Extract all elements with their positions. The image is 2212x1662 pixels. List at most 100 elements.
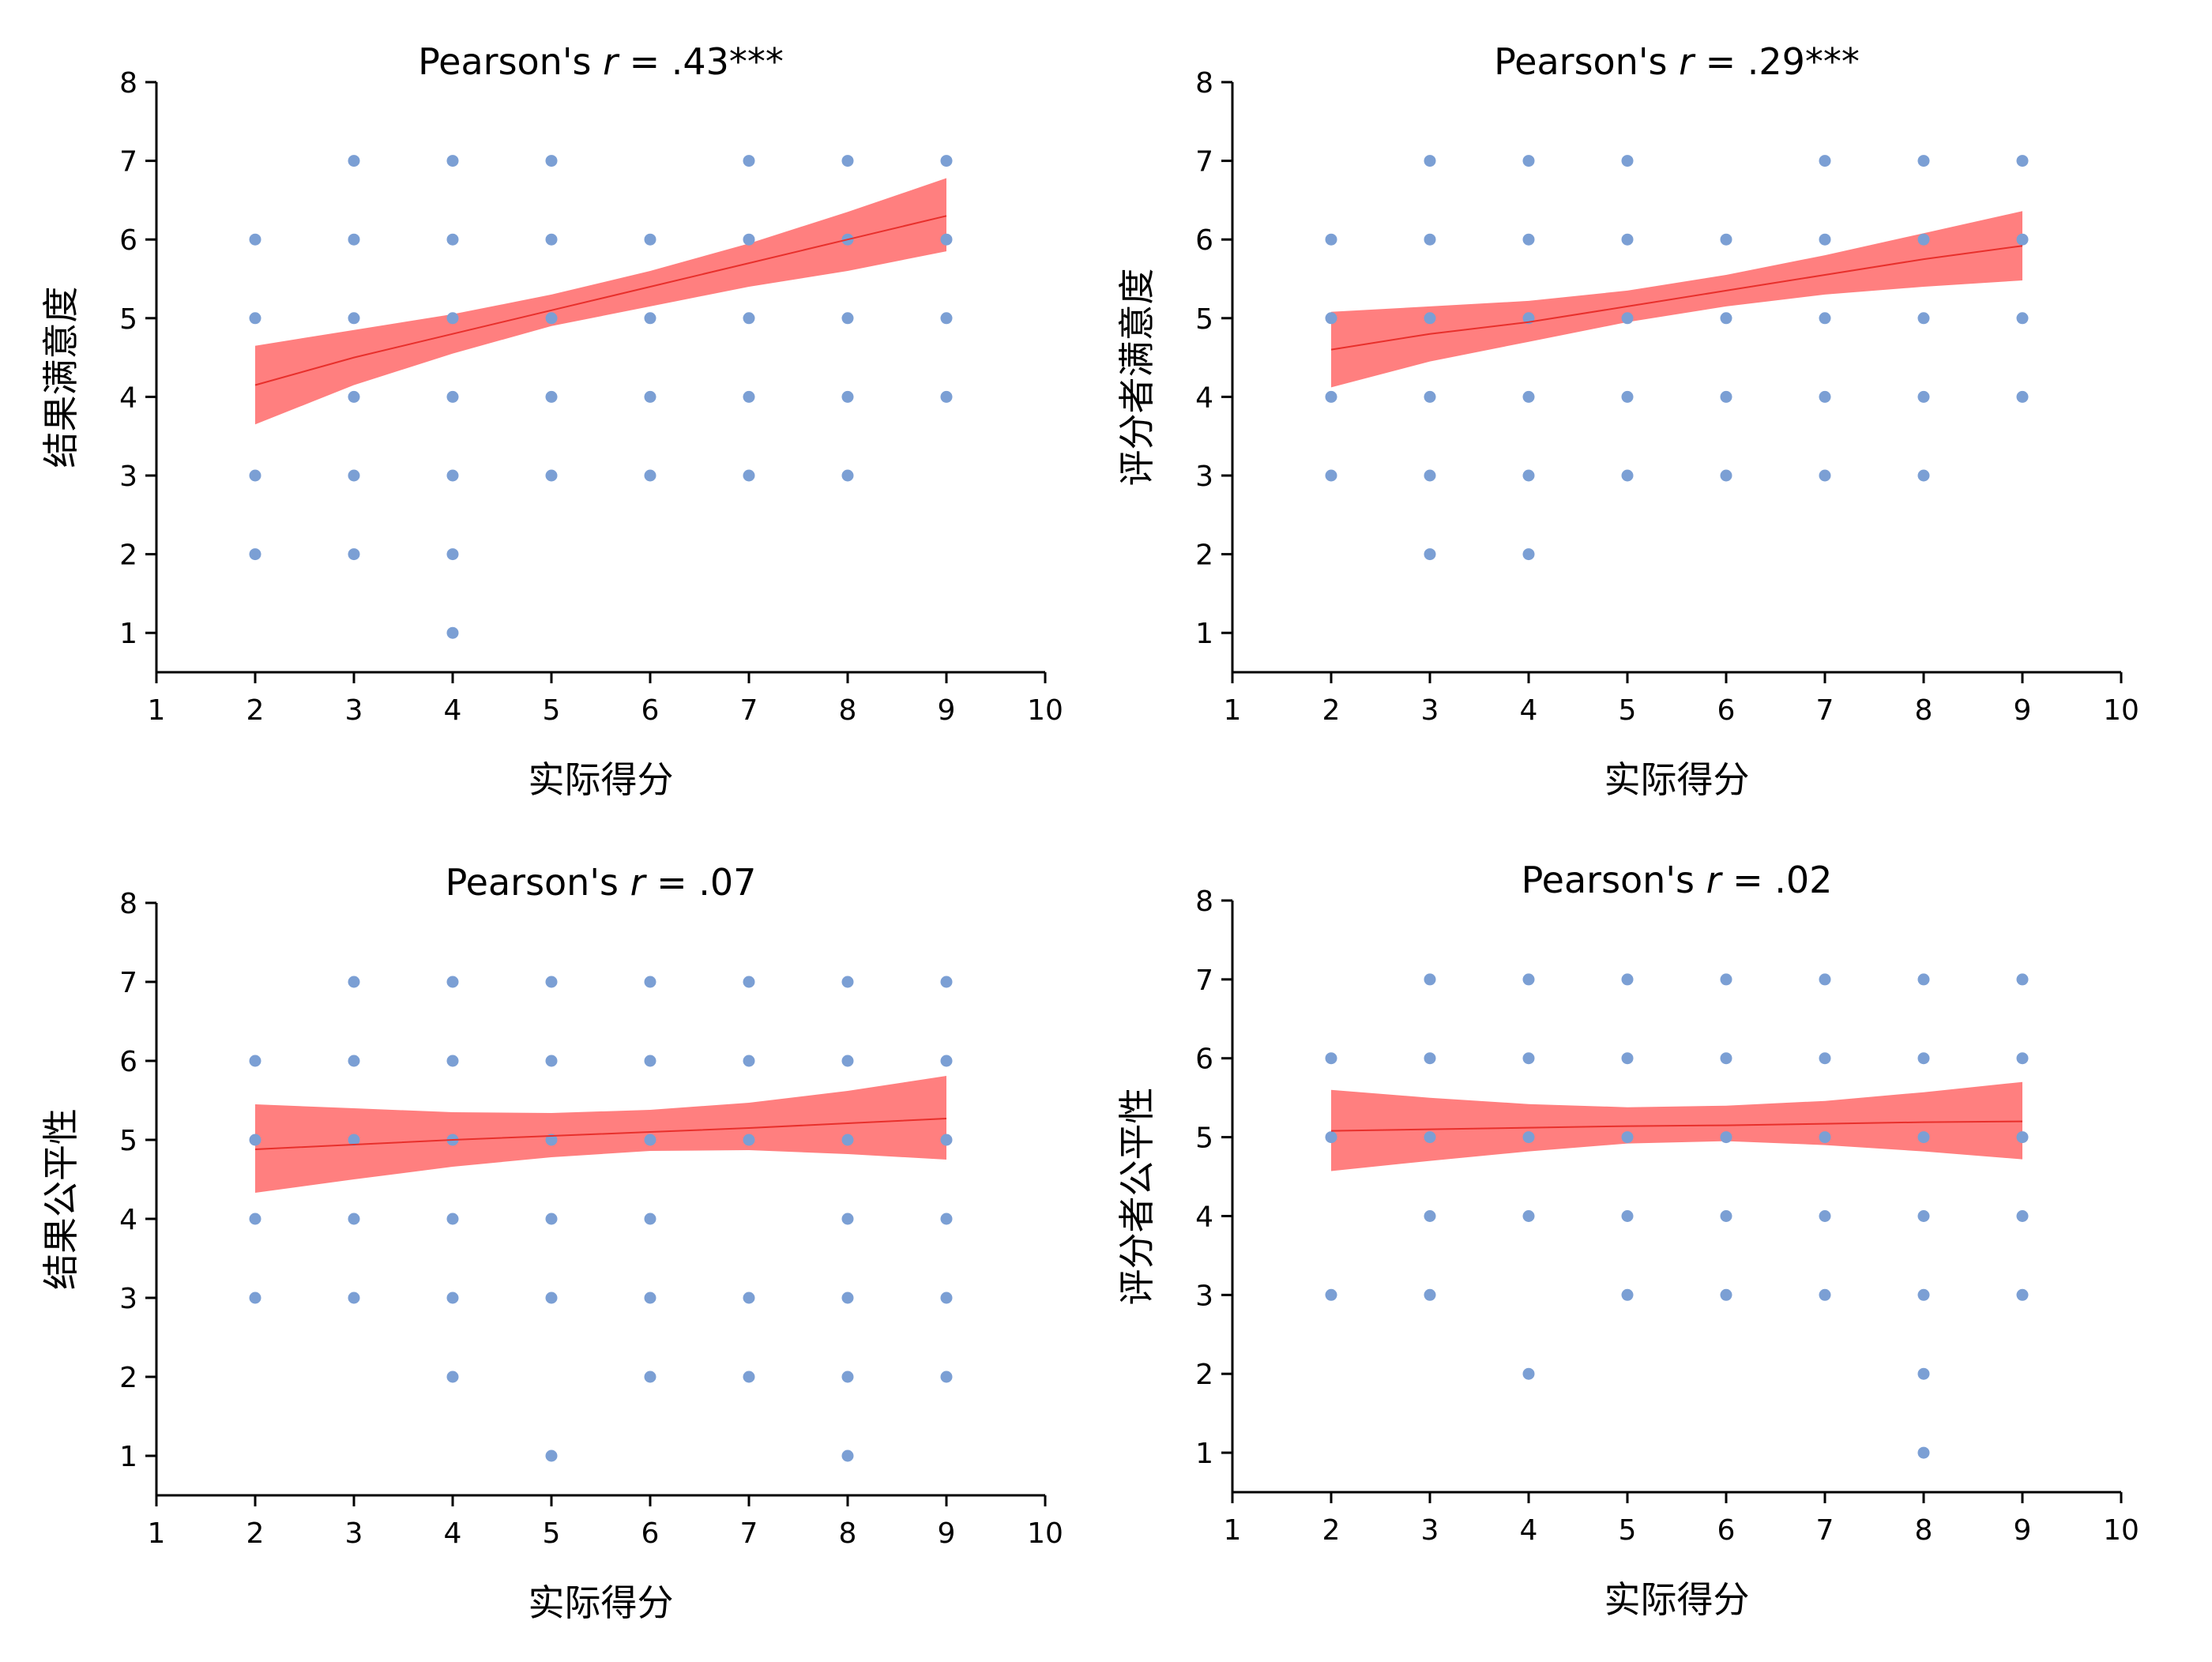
data-point — [545, 390, 558, 403]
y-tick-label: 6 — [1195, 1043, 1213, 1076]
data-point — [841, 390, 854, 403]
data-point — [348, 233, 360, 246]
x-tick-label: 4 — [1520, 694, 1538, 727]
y-tick-label: 5 — [1195, 1122, 1213, 1155]
data-point — [841, 1134, 854, 1146]
panel-4: 1 2 3 4 5 6 7 8 9 10 1 2 3 4 5 6 7 8 实际得分 评分者公平性 Pearson's r… — [1115, 859, 2139, 1621]
data-point — [1522, 469, 1535, 482]
data-point — [841, 1371, 854, 1383]
x-tick-label: 7 — [740, 694, 758, 727]
data-point — [841, 155, 854, 167]
data-point — [1819, 312, 1831, 325]
y-tick-label: 4 — [119, 1204, 137, 1236]
data-point — [1720, 1052, 1732, 1065]
data-point — [1917, 1052, 1930, 1065]
data-point — [1621, 973, 1634, 986]
data-point — [1917, 1288, 1930, 1301]
x-tick-label: 4 — [1520, 1514, 1538, 1547]
x-tick-label: 7 — [740, 1517, 758, 1550]
data-point — [940, 1213, 953, 1225]
data-point — [1325, 390, 1337, 403]
data-point — [1522, 548, 1535, 561]
data-point — [743, 1292, 755, 1304]
y-tick-label: 3 — [1195, 1280, 1213, 1312]
x-tick-label: 2 — [1322, 694, 1341, 727]
y-tick-label: 2 — [1195, 540, 1213, 572]
data-point — [644, 390, 656, 403]
data-point — [446, 976, 459, 988]
x-tick-label: 6 — [1717, 694, 1736, 727]
x-tick-label: 1 — [1224, 694, 1242, 727]
data-point — [1325, 233, 1337, 246]
data-point — [841, 469, 854, 482]
x-tick-label: 7 — [1816, 694, 1834, 727]
x-tick-label: 8 — [1915, 1514, 1933, 1547]
y-axis-title: 评分者公平性 — [1115, 1088, 1158, 1306]
data-point — [348, 976, 360, 988]
data-point — [446, 390, 459, 403]
x-tick-label: 2 — [1322, 1514, 1341, 1547]
y-tick-label: 4 — [119, 382, 137, 414]
x-tick-label: 2 — [246, 1517, 265, 1550]
y-tick-label: 7 — [119, 967, 137, 999]
data-point — [743, 1134, 755, 1146]
data-point — [2016, 1131, 2029, 1144]
data-point — [644, 976, 656, 988]
x-tick-label: 9 — [938, 694, 956, 727]
data-point — [2016, 155, 2029, 167]
y-tick-label: 4 — [1195, 1201, 1213, 1233]
points-group — [1325, 155, 2029, 561]
data-point — [1917, 233, 1930, 246]
y-tick-label: 5 — [1195, 303, 1213, 336]
data-point — [1424, 548, 1436, 561]
y-tick-label: 8 — [1195, 67, 1213, 100]
data-point — [1917, 1210, 1930, 1222]
y-tick-label: 1 — [119, 1441, 137, 1473]
y-tick-label: 3 — [119, 461, 137, 493]
x-tick-label: 3 — [345, 694, 363, 727]
data-point — [644, 312, 656, 325]
data-point — [1325, 469, 1337, 482]
data-point — [348, 1213, 360, 1225]
data-point — [1819, 390, 1831, 403]
x-tick-label: 9 — [2014, 1514, 2032, 1547]
y-tick-label: 6 — [1195, 224, 1213, 257]
y-tick-label: 7 — [119, 146, 137, 179]
data-point — [348, 1055, 360, 1067]
data-point — [841, 312, 854, 325]
x-tick-label: 6 — [641, 694, 660, 727]
data-point — [1819, 1210, 1831, 1222]
data-point — [743, 390, 755, 403]
y-tick-label: 8 — [119, 888, 137, 920]
x-tick-label: 1 — [148, 694, 166, 727]
data-point — [743, 469, 755, 482]
x-tick-label: 10 — [2103, 1514, 2139, 1547]
x-tick-label: 10 — [1027, 694, 1063, 727]
x-tick-label: 1 — [148, 1517, 166, 1550]
data-point — [1621, 390, 1634, 403]
data-point — [1424, 155, 1436, 167]
data-point — [545, 312, 558, 325]
points-group — [249, 155, 953, 639]
data-point — [743, 312, 755, 325]
data-point — [446, 155, 459, 167]
data-point — [1522, 1131, 1535, 1144]
regression-line — [254, 1118, 947, 1150]
data-point — [743, 1371, 755, 1383]
x-tick-label: 3 — [1421, 694, 1439, 727]
data-point — [841, 1292, 854, 1304]
y-tick-label: 5 — [119, 303, 137, 336]
data-point — [348, 312, 360, 325]
x-tick-label: 9 — [2014, 694, 2032, 727]
data-point — [545, 1055, 558, 1067]
data-point — [1621, 233, 1634, 246]
data-point — [249, 312, 261, 325]
x-tick-label: 8 — [839, 694, 857, 727]
data-point — [1424, 390, 1436, 403]
data-point — [1819, 1131, 1831, 1144]
data-point — [1522, 390, 1535, 403]
data-point — [348, 155, 360, 167]
data-point — [249, 1134, 261, 1146]
data-point — [1819, 469, 1831, 482]
data-point — [2016, 233, 2029, 246]
